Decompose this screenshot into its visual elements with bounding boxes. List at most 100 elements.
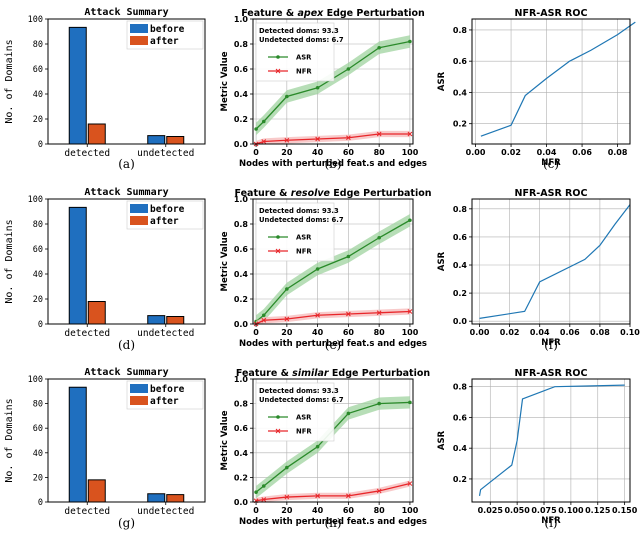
chart-title-part: Feature & [241,8,297,19]
y-tick-label: 80 [33,40,43,50]
legend-marker-NFR [275,68,281,74]
bar-after-detected [87,479,106,503]
x-tick-label: 80 [374,328,386,337]
x-tick-label: 0.025 [478,506,504,515]
y-tick-label: 20 [33,295,43,305]
y-tick-label: 20 [33,473,43,483]
point-ASR [254,490,258,494]
chart-f: 0.00 0.02 0.04 0.06 0.08 0.10 0.0 0.2 0.4 0.6 0.8 N… [437,188,640,352]
x-tick-label: detected [64,328,110,339]
series-band-NFR [256,130,410,144]
chart-title: Attack Summary [84,187,168,198]
panel-caption: (a) [118,157,135,171]
y-tick-label: 60 [33,424,43,434]
y-tick-label: 80 [33,400,43,410]
bar-after-undetected [166,136,185,145]
point-NFR [346,493,351,499]
legend-label: after [150,36,179,47]
legend-marker-NFR [275,428,281,434]
chart-title-part: Edge Perturbation [323,8,425,19]
x-tick-label: 20 [281,506,293,515]
y-tick-label: 0.2 [234,295,248,304]
plot-frame [252,198,414,325]
bar-before-detected [68,386,87,503]
x-tick-label: 0 [253,506,259,515]
chart-g: 0 20 40 60 80 100 detected undetected Attack Sum… [4,367,206,530]
y-tick-label: 100 [28,195,43,205]
bar-before-undetected [147,493,166,503]
legend-swatch-before [130,24,148,33]
x-tick-label: 20 [281,328,293,337]
series-band-ASR [256,396,410,499]
y-axis-label: Metric Value [220,51,230,111]
legend-swatch-before [130,204,148,213]
x-tick-label: 0.150 [612,506,638,515]
point-NFR [315,136,320,142]
y-tick-label: 0.4 [453,261,468,270]
y-tick-label: 40 [33,90,43,100]
y-axis-label: ASR [437,430,447,450]
chart-title: Feature & resolve Edge Perturbation [234,188,431,199]
point-NFR [407,131,413,137]
x-tick-label: 0.02 [501,148,521,157]
annotation-text: Undetected doms: 6.7 [259,36,344,44]
roc-curve [480,21,636,137]
point-ASR [285,94,289,99]
chart-title: Attack Summary [84,367,168,378]
y-axis-label: Metric Value [220,231,230,291]
x-tick-label: 80 [374,148,386,157]
point-NFR [284,494,290,500]
point-ASR [254,127,258,131]
point-ASR [377,45,381,50]
x-tick-label: 80 [374,506,386,515]
y-tick-label: 1.0 [234,195,249,204]
x-tick-label: 0.050 [504,506,530,515]
y-axis-label: Metric Value [220,410,230,470]
y-tick-label: 0.2 [234,473,248,482]
x-tick-label: 0.100 [558,506,584,515]
chart-title: NFR-ASR ROC [515,188,588,199]
x-tick-label: undetected [137,328,194,339]
y-tick-label: 0.6 [453,413,468,422]
legend-label: before [150,204,185,215]
x-tick-label: undetected [137,148,194,159]
x-tick-label: undetected [137,506,194,517]
chart-d: 0 20 40 60 80 100 detected undetected Attack Sum… [4,187,206,352]
chart-title-part: Feature & [236,368,292,379]
bar-after-detected [87,123,106,145]
point-ASR [261,484,266,488]
chart-title: NFR-ASR ROC [515,368,588,379]
point-ASR [315,267,320,271]
y-tick-label: 0.4 [453,444,468,453]
y-tick-label: 40 [33,449,43,459]
bar-after-undetected [166,494,185,503]
plot-frame [252,18,414,145]
bar-before-undetected [147,315,166,325]
point-ASR [285,465,289,470]
bar-after-undetected [166,316,185,325]
point-NFR [315,312,320,318]
chart-e: 0 20 40 60 80 100 0.0 0.2 0.4 0.6 0.8 1.0 Detected d… [220,188,432,352]
chart-c: 0.00 0.02 0.04 0.06 0.08 0.2 0.4 0.6 0.8 NFR-ASR … [437,8,636,171]
chart-h: 0 20 40 60 80 100 0.0 0.2 0.4 0.6 0.8 1.0 Detected d… [220,368,430,530]
panel-caption: (b) [324,157,341,171]
series-band-NFR [256,308,410,324]
point-ASR [346,411,351,416]
legend-swatch-after [130,396,148,405]
x-tick-label: 0.075 [531,506,557,515]
panel-caption: (c) [543,157,559,171]
panel-caption: (d) [118,338,135,352]
panel-caption: (h) [324,516,341,530]
point-ASR [315,444,320,449]
y-tick-label: 0.0 [234,140,249,149]
point-NFR [284,137,290,143]
plot-frame [252,378,414,503]
annotation-text: Detected doms: 93.3 [259,207,339,215]
legend-label: after [150,216,179,227]
chart-title-part: similar [292,368,330,379]
y-tick-label: 0.8 [234,40,249,49]
y-tick-label: 100 [28,15,43,25]
y-axis-label: No. of Domains [4,398,15,482]
x-tick-label: 0.00 [466,148,486,157]
legend-marker-ASR [276,235,280,239]
